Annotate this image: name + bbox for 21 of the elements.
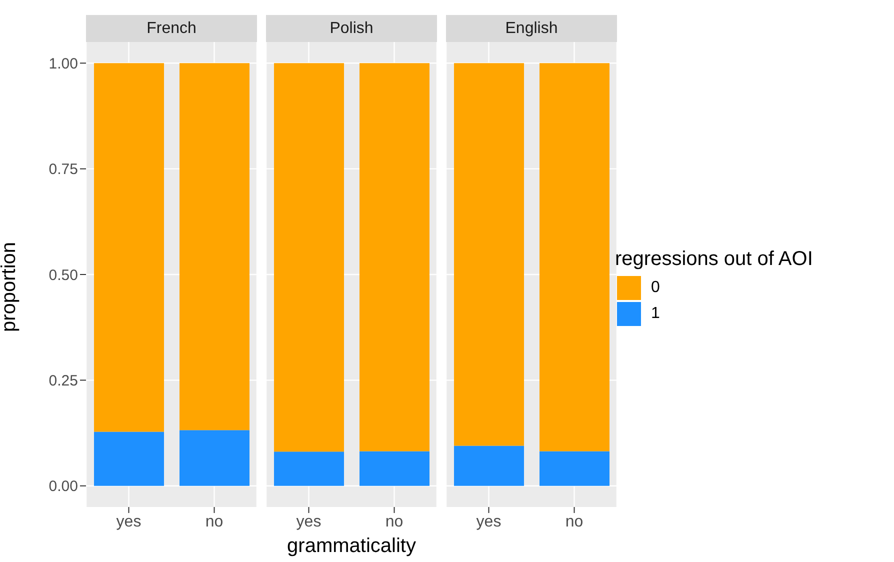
x-tick-label: yes — [296, 513, 322, 530]
x-tick-label: yes — [476, 513, 502, 530]
x-tick-label: no — [205, 513, 224, 530]
chart-title: English — [446, 15, 617, 42]
y-tick-label: 1.00 — [48, 55, 78, 72]
y-axis-title: proportion — [0, 240, 21, 334]
x-tick-label: yes — [116, 513, 142, 530]
y-tick-label: 0.50 — [48, 266, 78, 284]
bar — [94, 432, 164, 486]
bar — [180, 430, 250, 486]
legend-label: 1 — [651, 305, 660, 323]
y-tick-label: 0.75 — [48, 161, 78, 178]
x-axis-title: grammaticality — [286, 535, 417, 558]
x-tick-label: no — [385, 513, 404, 530]
y-tick-label: 0.00 — [48, 478, 78, 496]
chart-title: French — [86, 15, 257, 42]
legend-title: regressions out of AOI — [615, 248, 813, 271]
legend-label: 0 — [651, 279, 660, 297]
chart-title: Polish — [266, 15, 437, 42]
y-tick-label: 0.25 — [48, 372, 78, 390]
x-tick-label: no — [565, 513, 584, 530]
